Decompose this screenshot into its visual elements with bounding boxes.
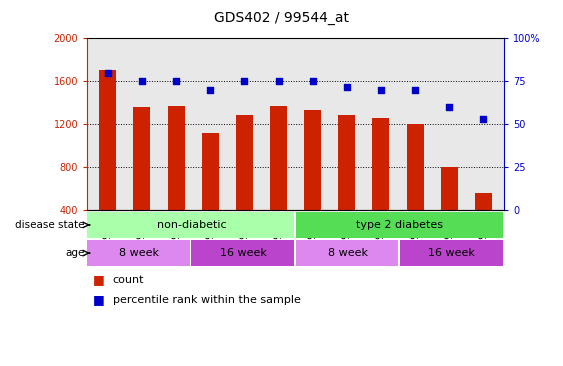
Bar xyxy=(133,107,150,210)
Bar xyxy=(87,212,294,238)
Point xyxy=(103,70,112,76)
Bar xyxy=(406,124,423,210)
Text: 8 week: 8 week xyxy=(328,248,368,258)
Text: ■: ■ xyxy=(93,273,105,286)
Point xyxy=(410,87,419,93)
Text: 8 week: 8 week xyxy=(119,248,159,258)
Bar xyxy=(475,193,492,210)
Bar xyxy=(191,240,294,266)
Text: type 2 diabetes: type 2 diabetes xyxy=(356,220,443,230)
Point xyxy=(377,87,386,93)
Bar xyxy=(296,212,503,238)
Text: count: count xyxy=(113,274,144,285)
Bar xyxy=(236,115,253,210)
Bar xyxy=(338,115,355,210)
Point xyxy=(137,79,146,85)
Text: age: age xyxy=(65,248,84,258)
Bar xyxy=(296,240,399,266)
Text: ■: ■ xyxy=(93,293,105,306)
Text: 16 week: 16 week xyxy=(428,248,475,258)
Point xyxy=(205,87,215,93)
Bar xyxy=(372,118,390,210)
Point xyxy=(274,79,283,85)
Text: percentile rank within the sample: percentile rank within the sample xyxy=(113,295,301,305)
Bar xyxy=(304,111,321,210)
Bar xyxy=(202,133,219,210)
Text: disease state: disease state xyxy=(15,220,84,230)
Bar xyxy=(168,106,185,210)
Point xyxy=(445,104,454,110)
Bar xyxy=(400,240,503,266)
Text: GDS402 / 99544_at: GDS402 / 99544_at xyxy=(214,11,349,25)
Bar xyxy=(99,70,117,210)
Text: 16 week: 16 week xyxy=(220,248,267,258)
Bar xyxy=(270,106,287,210)
Bar xyxy=(87,240,190,266)
Point xyxy=(172,79,181,85)
Point xyxy=(240,79,249,85)
Text: non-diabetic: non-diabetic xyxy=(157,220,226,230)
Point xyxy=(342,84,351,90)
Point xyxy=(308,79,317,85)
Bar xyxy=(441,168,458,210)
Point xyxy=(479,116,488,122)
